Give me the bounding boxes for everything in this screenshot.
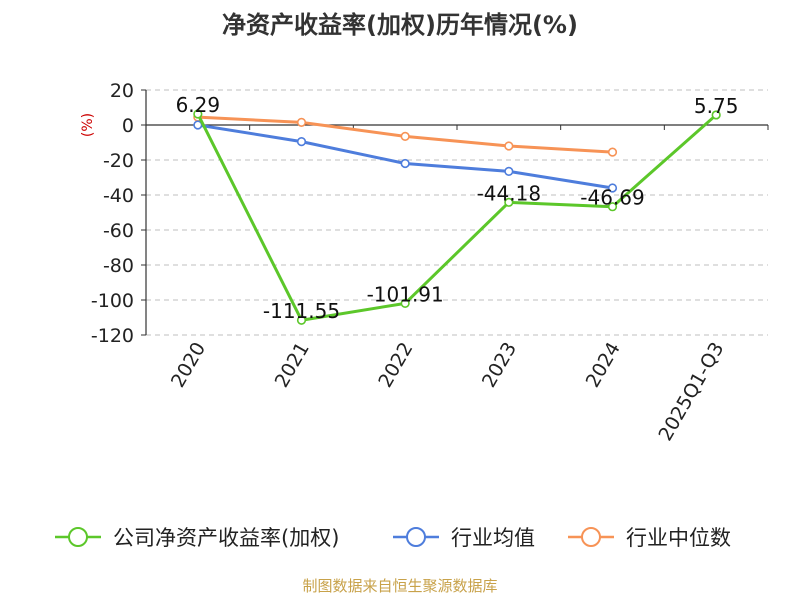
y-tick-label: -20 <box>103 150 134 172</box>
data-label: -101.91 <box>367 282 444 306</box>
legend: 公司净资产收益率(加权) 行业均值 行业中位数 <box>55 526 731 550</box>
y-axis-label: (%) <box>80 113 96 137</box>
legend-label: 行业均值 <box>451 526 535 550</box>
data-point <box>607 147 618 157</box>
grid: 20 0 -20 -40 -60 -80 -100 -120 <box>91 80 768 347</box>
data-label: -111.55 <box>263 299 340 323</box>
data-point <box>607 183 618 193</box>
data-point <box>400 131 410 141</box>
y-tick-label: -40 <box>103 185 134 207</box>
legend-marker <box>68 527 88 547</box>
data-label: -44.18 <box>477 181 541 205</box>
y-tick-label: -60 <box>103 220 134 242</box>
data-point <box>711 110 721 120</box>
data-point <box>504 197 514 207</box>
y-tick-label: 20 <box>110 80 134 102</box>
x-tick-label: 2021 <box>271 339 314 392</box>
legend-marker <box>581 527 601 547</box>
source-note: 制图数据来自恒生聚源数据库 <box>302 577 497 595</box>
data-point <box>400 298 410 308</box>
data-point <box>193 109 203 119</box>
series-line <box>196 113 718 322</box>
data-point <box>296 315 307 325</box>
chart-title: 净资产收益率(加权)历年情况(%) <box>222 11 578 39</box>
data-label: -46.69 <box>580 186 644 210</box>
y-tick-label: -80 <box>103 255 134 277</box>
data-point <box>296 137 307 147</box>
legend-label: 行业中位数 <box>626 526 731 550</box>
series-group <box>193 109 721 325</box>
legend-label: 公司净资产收益率(加权) <box>113 526 339 550</box>
y-tick-label: -120 <box>91 325 134 347</box>
data-point <box>504 141 514 151</box>
data-point <box>504 166 514 176</box>
data-point <box>296 117 307 127</box>
y-tick-label: 0 <box>122 115 134 137</box>
data-label: 6.29 <box>176 93 221 117</box>
x-tick-label: 2025Q1-Q3 <box>654 339 728 445</box>
legend-marker <box>406 527 426 547</box>
data-point <box>400 158 410 169</box>
data-labels: 6.29 -111.55 -101.91 -44.18 -46.69 5.75 <box>176 93 739 323</box>
x-tick-label: 2022 <box>374 339 417 392</box>
x-tick-label: 2024 <box>582 339 625 392</box>
axes: 2020 2021 2022 2023 2024 2025Q1-Q3 <box>141 89 769 445</box>
x-tick-label: 2020 <box>167 339 210 392</box>
x-tick-label: 2023 <box>478 339 521 392</box>
data-label: 5.75 <box>694 94 739 118</box>
data-point <box>193 120 203 130</box>
y-tick-label: -100 <box>91 290 134 312</box>
data-point <box>607 202 618 212</box>
